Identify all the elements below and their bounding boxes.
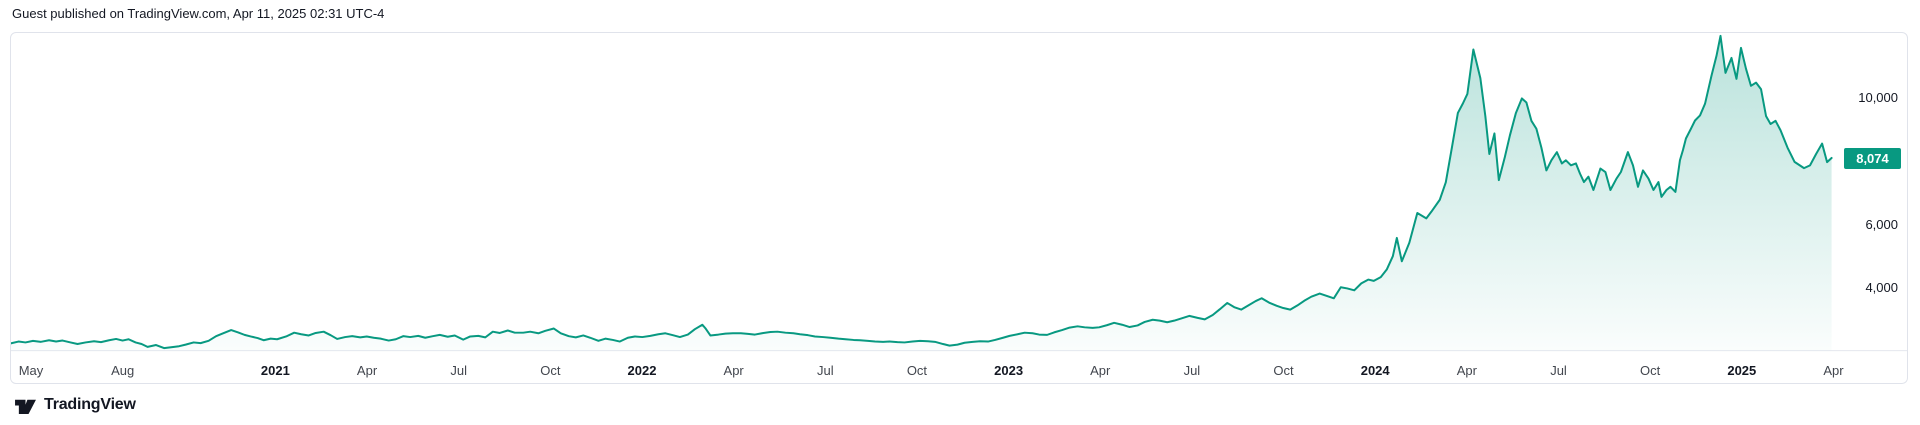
publish-info: Guest published on TradingView.com, Apr … (12, 6, 385, 21)
time-tick-label: Jul (1183, 363, 1201, 378)
time-tick-label: 2022 (627, 363, 657, 378)
time-tick-label: Apr (1090, 363, 1111, 378)
last-price-value: 8,074 (1856, 151, 1889, 167)
area-fill (11, 35, 1832, 351)
time-tick-label: Apr (1456, 363, 1477, 378)
time-tick-label: 2025 (1727, 363, 1757, 378)
chart-widget[interactable]: May Aug 2021 Apr Jul Oct 2022 Apr Jul Oct 2023 Apr J… (10, 32, 1908, 384)
brand-name: TradingView (44, 396, 136, 413)
tradingview-logo-icon (15, 399, 36, 414)
time-tick-label: Apr (723, 363, 744, 378)
time-tick-label: Jul (1550, 363, 1567, 378)
time-tick-label: Oct (540, 363, 561, 378)
time-tick-label: 2021 (260, 363, 290, 378)
time-tick-label: Jul (450, 363, 467, 378)
time-tick-label: 2024 (1360, 363, 1390, 378)
time-tick-label: Aug (111, 363, 135, 378)
tradingview-attribution[interactable]: TradingView (14, 394, 136, 416)
time-tick-label: 2023 (994, 363, 1024, 378)
time-tick-label: Apr (356, 363, 378, 378)
price-line (11, 34, 1833, 350)
time-tick-label: May (18, 363, 44, 378)
time-tick-label: Oct (1640, 363, 1661, 378)
price-tick-label: 10,000 (1858, 89, 1898, 105)
time-tick-label: Oct (1273, 363, 1294, 378)
time-tick-label: Apr (1823, 363, 1844, 378)
price-chart[interactable] (11, 33, 1907, 383)
price-tick-label: 6,000 (1865, 216, 1898, 232)
price-tick-label: 4,000 (1865, 280, 1898, 296)
time-tick-label: Oct (906, 363, 928, 378)
last-price-badge: 8,074 (1844, 148, 1901, 170)
time-tick-label: Jul (816, 363, 834, 378)
